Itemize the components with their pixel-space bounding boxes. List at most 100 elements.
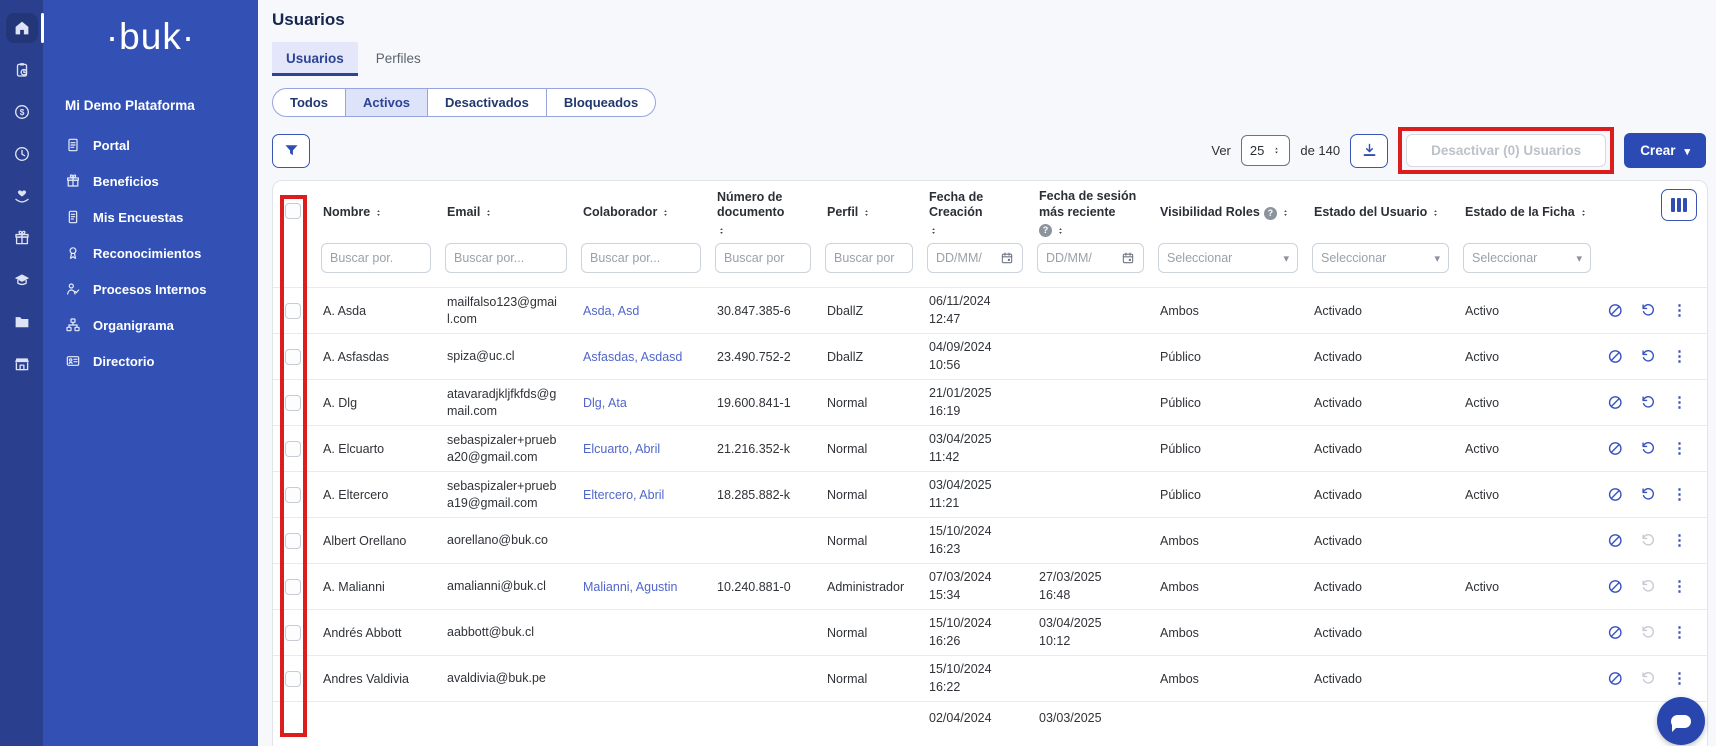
reset-icon-button[interactable] <box>1640 670 1657 687</box>
column-header[interactable]: Email <box>437 197 573 225</box>
sidebar-item-directorio[interactable]: Directorio <box>43 343 258 379</box>
column-header[interactable]: Visibilidad Roles <box>1150 197 1304 225</box>
sidebar-item-reconocimientos[interactable]: Reconocimientos <box>43 235 258 271</box>
chat-widget-button[interactable] <box>1657 697 1705 745</box>
kebab-menu-icon[interactable] <box>1672 303 1687 318</box>
column-header[interactable]: Número de documento <box>707 182 817 241</box>
handheart-icon-button[interactable] <box>6 181 38 211</box>
kebab-menu-icon[interactable] <box>1672 579 1687 594</box>
reset-icon-button[interactable] <box>1640 394 1657 411</box>
filter-button[interactable] <box>272 134 310 168</box>
status-filter-todos[interactable]: Todos <box>273 89 346 116</box>
kebab-menu-icon[interactable] <box>1672 441 1687 456</box>
date-filter-input[interactable]: DD/MM/ <box>927 243 1023 273</box>
colaborador-link[interactable]: Eltercero, Abril <box>583 488 664 502</box>
clipboard-icon-button[interactable] <box>6 55 38 85</box>
block-icon-button[interactable] <box>1607 624 1624 641</box>
sidebar-item-portal[interactable]: Portal <box>43 127 258 163</box>
home-icon-button[interactable] <box>6 13 38 43</box>
search-input[interactable] <box>581 243 701 273</box>
row-checkbox[interactable] <box>285 533 301 549</box>
table-row: Albert Orellano aorellano@buk.co Normal … <box>273 517 1707 563</box>
reset-icon-button[interactable] <box>1640 578 1657 595</box>
folder-icon-button[interactable] <box>6 307 38 337</box>
colaborador-link[interactable]: Elcuarto, Abril <box>583 442 660 456</box>
colaborador-link[interactable]: Malianni, Agustin <box>583 580 678 594</box>
column-header[interactable]: Estado del Usuario <box>1304 197 1455 225</box>
tab-perfiles[interactable]: Perfiles <box>362 42 435 76</box>
status-filter-desactivados[interactable]: Desactivados <box>428 89 547 116</box>
row-checkbox[interactable] <box>285 441 301 457</box>
colaborador-link[interactable]: Asfasdas, Asdasd <box>583 350 682 364</box>
block-icon-button[interactable] <box>1607 348 1624 365</box>
block-icon-button[interactable] <box>1607 394 1624 411</box>
coin-icon-button[interactable] <box>6 97 38 127</box>
kebab-menu-icon[interactable] <box>1672 671 1687 686</box>
select-filter[interactable]: Seleccionar <box>1312 243 1449 273</box>
search-input[interactable] <box>825 243 913 273</box>
row-checkbox[interactable] <box>285 671 301 687</box>
colaborador-link[interactable]: Asda, Asd <box>583 304 639 318</box>
sidebar-item-procesos-internos[interactable]: Procesos Internos <box>43 271 258 307</box>
row-checkbox[interactable] <box>285 349 301 365</box>
row-checkbox[interactable] <box>285 579 301 595</box>
kebab-menu-icon[interactable] <box>1672 487 1687 502</box>
create-button[interactable]: Crear <box>1624 133 1706 168</box>
select-all-checkbox[interactable] <box>285 203 301 219</box>
export-button[interactable] <box>1350 134 1388 168</box>
column-settings-button[interactable] <box>1661 189 1697 221</box>
block-icon-button[interactable] <box>1607 302 1624 319</box>
reset-icon-button[interactable] <box>1640 440 1657 457</box>
kebab-menu-icon[interactable] <box>1672 395 1687 410</box>
sidebar-item-mis-encuestas[interactable]: Mis Encuestas <box>43 199 258 235</box>
sidebar-item-organigrama[interactable]: Organigrama <box>43 307 258 343</box>
edu-icon-button[interactable] <box>6 265 38 295</box>
record-status-cell: Activo <box>1455 576 1597 598</box>
row-checkbox[interactable] <box>285 303 301 319</box>
search-input[interactable] <box>321 243 431 273</box>
column-header[interactable]: Fecha de Creación <box>919 182 1029 241</box>
column-header[interactable]: Fecha de sesión más reciente <box>1029 181 1150 241</box>
name-cell: A. Elcuarto <box>313 438 437 460</box>
date-filter-input[interactable]: DD/MM/ <box>1037 243 1144 273</box>
help-icon[interactable] <box>1264 207 1277 220</box>
block-icon-button[interactable] <box>1607 440 1624 457</box>
status-filter-activos[interactable]: Activos <box>346 89 428 116</box>
toolbar: Ver 25 de 140 Desactivar (0) Usuarios Cr… <box>272 127 1706 174</box>
row-checkbox[interactable] <box>285 487 301 503</box>
block-icon-button[interactable] <box>1607 486 1624 503</box>
reset-icon-button[interactable] <box>1640 486 1657 503</box>
profile-cell: Normal <box>817 622 919 644</box>
column-header[interactable]: Perfil <box>817 197 919 225</box>
reset-icon-button[interactable] <box>1640 348 1657 365</box>
status-filter-bloqueados[interactable]: Bloqueados <box>547 89 655 116</box>
reset-icon-button[interactable] <box>1640 532 1657 549</box>
kebab-menu-icon[interactable] <box>1672 533 1687 548</box>
row-checkbox[interactable] <box>285 625 301 641</box>
deactivate-users-button[interactable]: Desactivar (0) Usuarios <box>1406 134 1606 167</box>
gift-icon-button[interactable] <box>6 223 38 253</box>
sidebar-item-beneficios[interactable]: Beneficios <box>43 163 258 199</box>
column-header[interactable]: Estado de la Ficha <box>1455 197 1597 225</box>
tab-usuarios[interactable]: Usuarios <box>272 42 358 76</box>
reset-icon-button[interactable] <box>1640 302 1657 319</box>
help-icon[interactable] <box>1039 224 1052 237</box>
row-checkbox[interactable] <box>285 395 301 411</box>
block-icon-button[interactable] <box>1607 532 1624 549</box>
kebab-menu-icon[interactable] <box>1672 625 1687 640</box>
store-icon-button[interactable] <box>6 349 38 379</box>
search-input[interactable] <box>715 243 811 273</box>
select-filter[interactable]: Seleccionar <box>1158 243 1298 273</box>
reset-icon-button[interactable] <box>1640 624 1657 641</box>
table-row: A. Asfasdas spiza@uc.cl Asfasdas, Asdasd… <box>273 333 1707 379</box>
select-filter[interactable]: Seleccionar <box>1463 243 1591 273</box>
kebab-menu-icon[interactable] <box>1672 349 1687 364</box>
column-header[interactable]: Nombre <box>313 197 437 225</box>
colaborador-link[interactable]: Dlg, Ata <box>583 396 627 410</box>
clock-icon-button[interactable] <box>6 139 38 169</box>
block-icon-button[interactable] <box>1607 670 1624 687</box>
block-icon-button[interactable] <box>1607 578 1624 595</box>
page-size-select[interactable]: 25 <box>1241 135 1290 166</box>
search-input[interactable] <box>445 243 567 273</box>
column-header[interactable]: Colaborador <box>573 197 707 225</box>
